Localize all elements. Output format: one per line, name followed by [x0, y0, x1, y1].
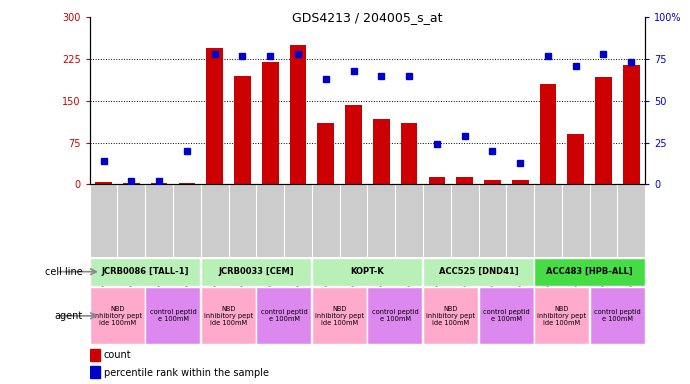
Bar [567, 134, 584, 184]
Bar [146, 287, 200, 344]
Bar [90, 287, 145, 344]
Bar [312, 258, 422, 286]
Bar [512, 180, 529, 184]
Text: GDS4213 / 204005_s_at: GDS4213 / 204005_s_at [292, 12, 443, 25]
Bar [368, 287, 422, 344]
Text: agent: agent [55, 311, 83, 321]
Bar [589, 287, 644, 344]
Text: control peptid
e 100mM: control peptid e 100mM [594, 310, 641, 322]
Bar [423, 287, 478, 344]
Bar [423, 258, 533, 286]
Text: KOPT-K: KOPT-K [351, 267, 384, 276]
Bar [312, 287, 367, 344]
Bar [90, 366, 99, 379]
Text: NBD
inhibitory pept
ide 100mM: NBD inhibitory pept ide 100mM [426, 306, 475, 326]
Text: percentile rank within the sample: percentile rank within the sample [104, 367, 268, 377]
Bar [595, 77, 612, 184]
Text: JCRB0033 [CEM]: JCRB0033 [CEM] [219, 267, 294, 276]
Bar [90, 349, 99, 361]
Bar [257, 287, 311, 344]
Bar [179, 183, 195, 184]
Text: count: count [104, 350, 131, 360]
Bar [623, 65, 640, 184]
Bar [206, 48, 223, 184]
Text: ACC483 [HPB-ALL]: ACC483 [HPB-ALL] [546, 267, 633, 276]
Bar [428, 177, 445, 184]
Bar [234, 76, 250, 184]
Text: control peptid
e 100mM: control peptid e 100mM [261, 310, 308, 322]
Bar [151, 183, 168, 184]
Text: NBD
inhibitory pept
ide 100mM: NBD inhibitory pept ide 100mM [93, 306, 142, 326]
Bar [540, 84, 556, 184]
Text: cell line: cell line [45, 266, 83, 277]
Bar [534, 287, 589, 344]
Bar [201, 287, 256, 344]
Bar [201, 258, 311, 286]
Bar [90, 258, 200, 286]
Text: NBD
inhibitory pept
ide 100mM: NBD inhibitory pept ide 100mM [315, 306, 364, 326]
Bar [345, 105, 362, 184]
Text: control peptid
e 100mM: control peptid e 100mM [150, 310, 197, 322]
Bar [401, 123, 417, 184]
Bar [484, 180, 501, 184]
Text: ACC525 [DND41]: ACC525 [DND41] [439, 267, 518, 276]
Text: NBD
inhibitory pept
ide 100mM: NBD inhibitory pept ide 100mM [538, 306, 586, 326]
Bar [456, 177, 473, 184]
Bar [95, 182, 112, 184]
Bar [317, 123, 334, 184]
Text: control peptid
e 100mM: control peptid e 100mM [372, 310, 419, 322]
Bar [123, 183, 139, 184]
Bar [373, 119, 390, 184]
Bar [290, 45, 306, 184]
Bar [262, 62, 279, 184]
Text: JCRB0086 [TALL-1]: JCRB0086 [TALL-1] [101, 267, 189, 276]
Text: NBD
inhibitory pept
ide 100mM: NBD inhibitory pept ide 100mM [204, 306, 253, 326]
Bar [534, 258, 644, 286]
Text: control peptid
e 100mM: control peptid e 100mM [483, 310, 530, 322]
Bar [479, 287, 533, 344]
